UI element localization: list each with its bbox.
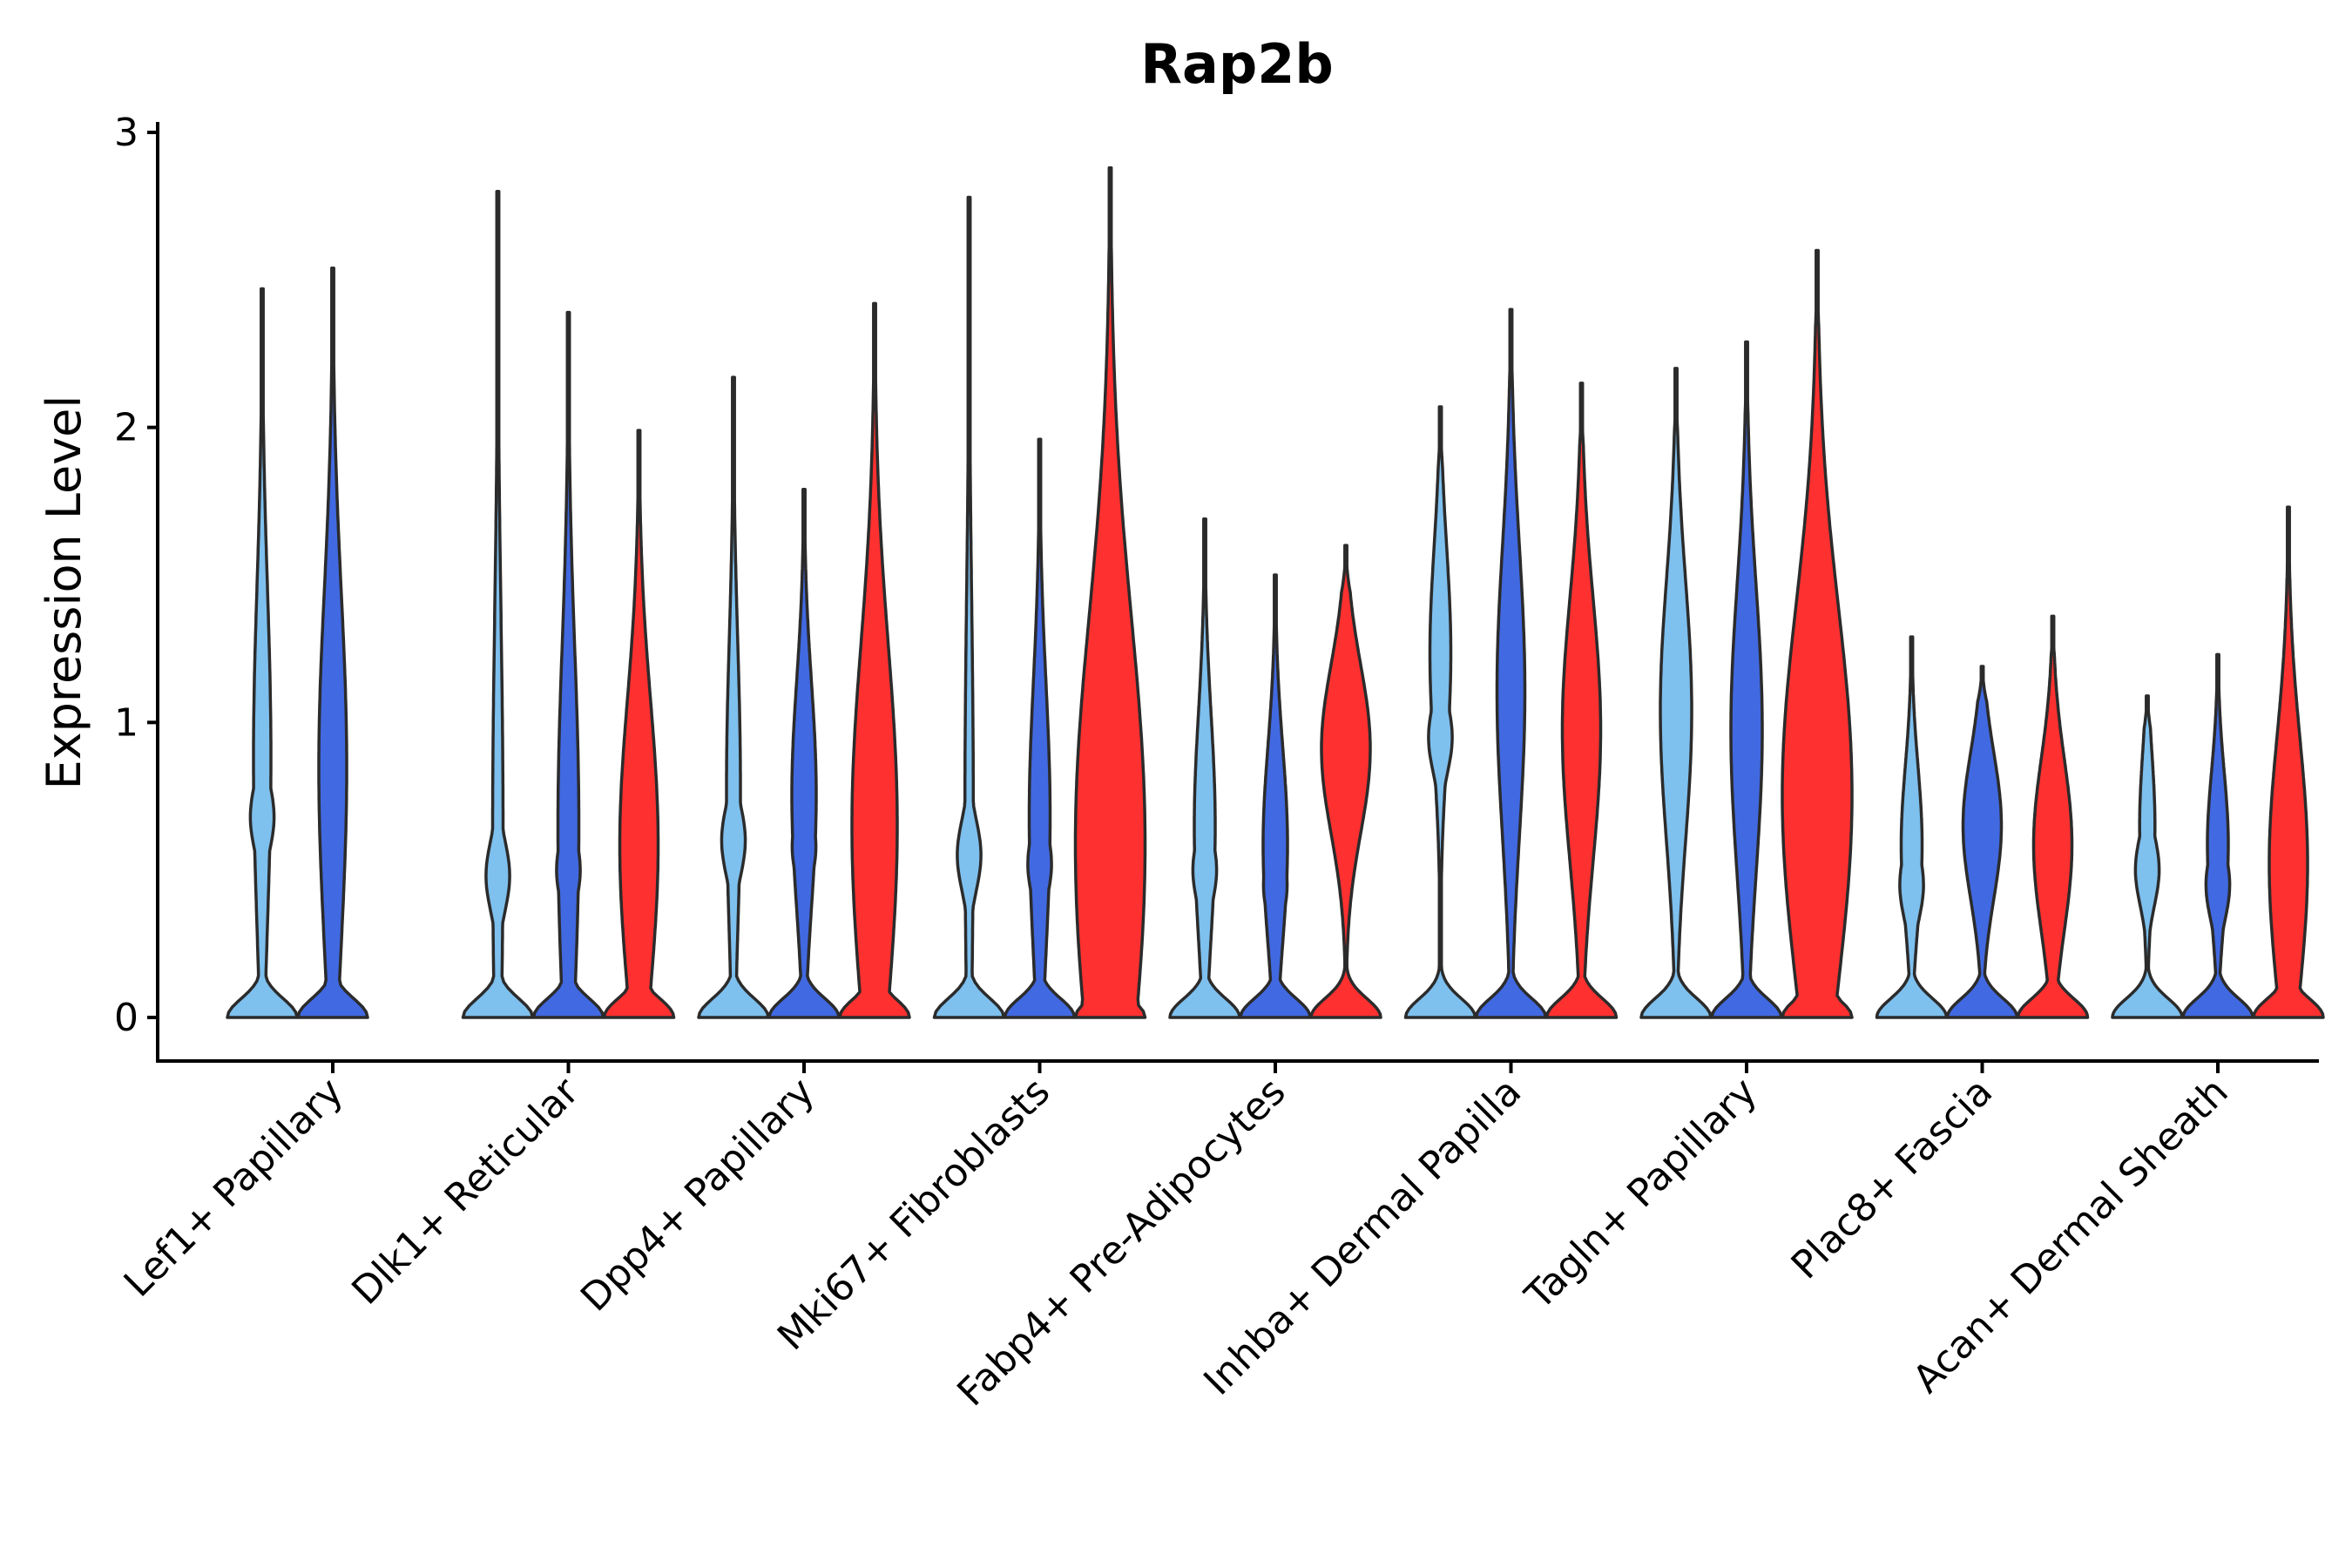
violin-tagln-papillary-group-1 xyxy=(1639,367,1713,1019)
violin-lef1-papillary-group-2 xyxy=(296,267,369,1019)
violin-fabp4-pre-adipocytes-group-1 xyxy=(1168,517,1241,1019)
x-tick-label-mki67-fibroblasts: Mki67+ Fibroblasts xyxy=(769,1070,1058,1359)
violin-dpp4-papillary-group-2 xyxy=(767,488,841,1019)
violin-inhba-dermal-papilla-group-3 xyxy=(1544,382,1619,1019)
violin-plac8-fascia-group-2 xyxy=(1945,665,2019,1019)
violin-mki67-fibroblasts-group-1 xyxy=(932,195,1006,1019)
x-tick-label-dlk1-reticular: Dlk1+ Reticular xyxy=(343,1069,588,1314)
x-tick-label-dpp4-papillary: Dpp4+ Papillary xyxy=(572,1070,823,1321)
violin-mki67-fibroblasts-group-3 xyxy=(1073,166,1147,1019)
violin-plac8-fascia-group-3 xyxy=(2016,614,2090,1019)
violin-tagln-papillary-group-3 xyxy=(1781,248,1854,1019)
violin-dlk1-reticular-group-3 xyxy=(602,429,676,1019)
violin-plac8-fascia-group-1 xyxy=(1875,635,1949,1019)
violin-acan-dermal-sheath-group-3 xyxy=(2252,505,2325,1019)
violin-dpp4-papillary-group-1 xyxy=(697,375,770,1019)
y-axis-label: Expression Level xyxy=(37,395,91,790)
y-tick-label-0: 0 xyxy=(114,996,139,1040)
violin-fabp4-pre-adipocytes-group-3 xyxy=(1309,544,1382,1019)
violin-dlk1-reticular-group-2 xyxy=(531,310,605,1019)
y-tick-label-1: 1 xyxy=(114,700,139,745)
violin-acan-dermal-sheath-group-1 xyxy=(2111,694,2184,1019)
violin-fabp4-pre-adipocytes-group-2 xyxy=(1239,573,1312,1019)
violin-group xyxy=(226,166,2325,1019)
y-tick-label-2: 2 xyxy=(114,406,139,450)
chart-title: Rap2b xyxy=(1140,32,1333,96)
x-tick-label-plac8-fascia: Plac8+ Fascia xyxy=(1783,1070,2002,1288)
violin-tagln-papillary-group-2 xyxy=(1710,340,1783,1019)
violin-inhba-dermal-papilla-group-1 xyxy=(1403,405,1477,1019)
violin-inhba-dermal-papilla-group-2 xyxy=(1474,308,1548,1019)
violin-acan-dermal-sheath-group-2 xyxy=(2181,652,2254,1019)
y-ticks: 0 1 2 3 xyxy=(114,111,158,1040)
violin-lef1-papillary-group-1 xyxy=(226,287,299,1019)
violin-dpp4-papillary-group-3 xyxy=(838,301,911,1019)
violin-dlk1-reticular-group-1 xyxy=(461,189,535,1019)
violin-mki67-fibroblasts-group-2 xyxy=(1003,437,1077,1019)
x-tick-label-tagln-papillary: Tagln+ Papillary xyxy=(1517,1070,1766,1319)
x-tick-label-lef1-papillary: Lef1+ Papillary xyxy=(116,1070,352,1306)
y-tick-label-3: 3 xyxy=(114,111,139,155)
